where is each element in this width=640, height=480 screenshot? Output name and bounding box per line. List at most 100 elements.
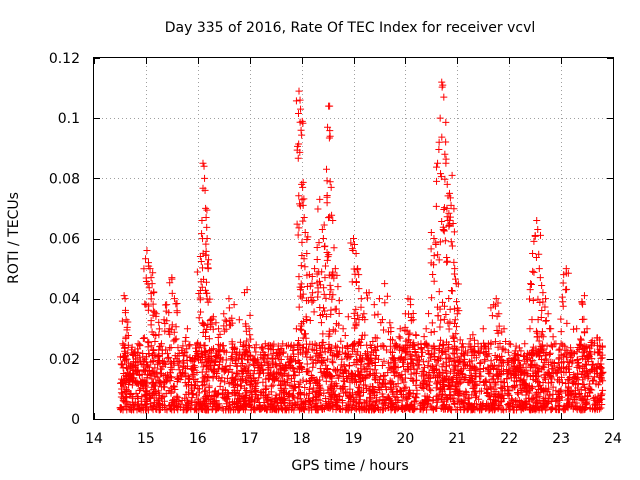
data-point [455,396,463,404]
data-point [228,353,236,361]
data-point [525,350,533,358]
data-point [277,403,285,411]
data-point [537,343,545,351]
data-point [429,270,437,278]
data-point [484,392,492,400]
data-point [246,351,254,359]
data-point [589,360,597,368]
data-point [279,340,287,348]
data-point [149,269,157,277]
data-point [171,336,179,344]
data-point [149,402,157,410]
data-point [555,363,563,371]
data-point [358,403,366,411]
data-point [306,316,314,324]
data-point [247,335,255,343]
data-point [357,335,365,343]
data-point [158,346,166,354]
data-point [335,310,343,318]
data-point [491,338,499,346]
data-point [196,253,204,261]
data-point [357,376,365,384]
data-point [511,349,519,357]
data-point [588,386,596,394]
data-point [542,295,550,303]
data-point [134,340,142,348]
data-point [544,398,552,406]
data-point [529,297,537,305]
data-point [437,173,445,181]
data-point [474,404,482,412]
data-point [367,406,375,414]
data-point [521,340,529,348]
data-point [342,349,350,357]
data-point [443,180,451,188]
data-point [201,388,209,396]
data-point [440,227,448,235]
data-point [235,316,243,324]
data-point [490,301,498,309]
data-point [437,336,445,344]
data-point [326,281,334,289]
data-point [563,319,571,327]
data-point [491,351,499,359]
data-point [218,374,226,382]
data-point [167,389,175,397]
data-point [288,363,296,371]
data-point [578,316,586,324]
data-point [552,369,560,377]
data-point [328,372,336,380]
data-point [469,331,477,339]
data-point [425,394,433,402]
data-point [326,213,334,221]
data-point [148,280,156,288]
data-point [569,380,577,388]
data-point [134,348,142,356]
data-point [121,309,129,317]
data-point [327,306,335,314]
data-point [449,379,457,387]
data-point [535,337,543,345]
data-point [591,373,599,381]
data-point [281,385,289,393]
data-point [559,298,567,306]
data-point [299,290,307,298]
data-point [538,365,546,373]
data-point [504,382,512,390]
data-point [580,365,588,373]
data-point [313,255,321,263]
data-point [295,273,303,281]
data-point [222,356,230,364]
data-point [291,383,299,391]
data-point [366,383,374,391]
data-point [555,355,563,363]
data-point [406,390,414,398]
data-point [301,228,309,236]
data-point [495,361,503,369]
data-point [536,274,544,282]
data-point [564,384,572,392]
data-point [129,361,137,369]
data-point [515,344,523,352]
data-point [365,401,373,409]
data-point [147,274,155,282]
data-point [299,376,307,384]
x-tick-label: 19 [345,431,363,447]
data-point [529,267,537,275]
data-point [381,404,389,412]
data-point [439,348,447,356]
data-point [442,369,450,377]
data-point [407,317,415,325]
data-point [356,396,364,404]
data-point [468,362,476,370]
data-point [442,310,450,318]
data-point [151,308,159,316]
data-point [252,391,260,399]
data-point [294,394,302,402]
data-point [426,354,434,362]
data-point [292,97,300,105]
data-point [260,402,268,410]
data-point [381,299,389,307]
data-point [183,325,191,333]
data-point [354,357,362,365]
